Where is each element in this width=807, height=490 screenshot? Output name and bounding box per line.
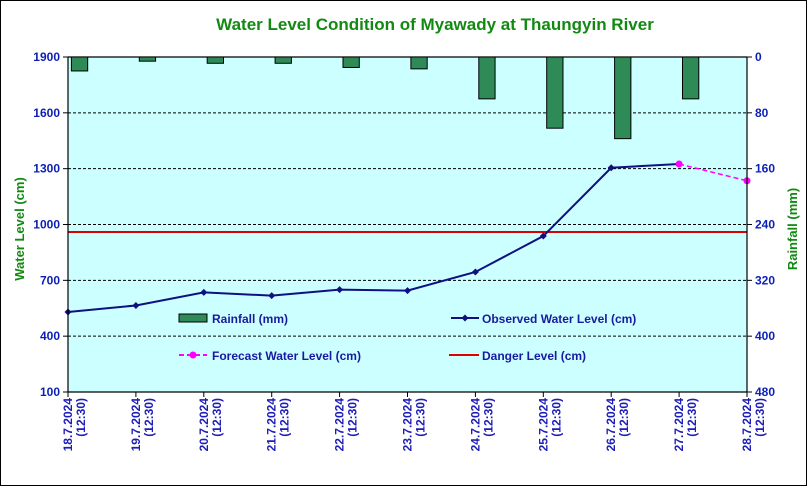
x-axis-date-label: 25.7.2024 — [536, 398, 550, 452]
rainfall-bar — [206, 56, 224, 64]
x-axis-time-label: (12:30) — [74, 398, 88, 437]
x-axis-time-label: (12:30) — [414, 398, 428, 437]
x-axis-time-label: (12:30) — [142, 398, 156, 437]
observed-point — [471, 268, 479, 276]
rainfall-bar — [614, 56, 632, 140]
x-axis-date-label: 24.7.2024 — [468, 398, 482, 452]
right-axis-title: Rainfall (mm) — [785, 188, 800, 270]
forecast-point — [675, 160, 683, 168]
rainfall-bar — [342, 56, 360, 68]
x-axis-time-label: (12:30) — [685, 398, 699, 437]
x-axis-time-label: (12:30) — [617, 398, 631, 437]
left-axis-tick-label: 1600 — [33, 106, 60, 120]
left-axis-tick-label: 100 — [40, 385, 60, 399]
plot-area: 1900 0 1600 80 1300 160 1000 240 700 320 400 400 100… — [33, 50, 775, 451]
x-axis-time-label: (12:30) — [481, 398, 495, 437]
forecast-water-level-line — [678, 163, 748, 182]
x-axis-time-label: (12:30) — [210, 398, 224, 437]
left-axis-tick-label: 1300 — [33, 162, 60, 176]
x-axis-date-label: 22.7.2024 — [333, 398, 347, 452]
x-axis-date-label: 23.7.2024 — [401, 398, 415, 452]
x-axis-time-label: (12:30) — [278, 398, 292, 437]
rainfall-bar — [410, 56, 428, 70]
observed-point — [404, 287, 411, 295]
x-axis-date-label: 19.7.2024 — [129, 398, 143, 452]
observed-point — [336, 286, 344, 294]
right-axis-tick-label: 0 — [755, 50, 762, 64]
left-axis-tick-label: 400 — [40, 329, 60, 343]
x-axis-time-label: (12:30) — [549, 398, 563, 437]
legend-rainfall-label: Rainfall (mm) — [212, 312, 288, 326]
x-axis-date-label: 28.7.2024 — [740, 398, 754, 452]
right-axis-tick-label: 320 — [755, 273, 775, 287]
right-axis-tick-label: 80 — [755, 106, 769, 120]
legend-forecast-label: Forecast Water Level (cm) — [212, 349, 361, 363]
chart-title: Water Level Condition of Myawady at Thau… — [216, 15, 654, 34]
rainfall-bar — [681, 56, 700, 100]
rainfall-bar — [70, 56, 89, 72]
right-axis-tick-label: 240 — [755, 218, 775, 232]
rainfall-bar — [274, 56, 292, 64]
legend-observed-marker — [461, 314, 469, 322]
legend-forecast-marker — [189, 351, 197, 359]
observed-point — [607, 164, 615, 172]
left-axis-tick-label: 1900 — [33, 50, 60, 64]
left-axis-title: Water Level (cm) — [12, 177, 27, 281]
legend-danger-label: Danger Level (cm) — [482, 349, 586, 363]
right-axis-tick-label: 160 — [755, 162, 775, 176]
left-axis-tick-label: 1000 — [33, 218, 60, 232]
rainfall-bar — [478, 56, 496, 100]
left-axis-tick-label: 700 — [40, 273, 60, 287]
x-axis-date-label: 18.7.2024 — [61, 398, 75, 452]
right-axis-tick-label: 400 — [755, 329, 775, 343]
legend: Rainfall (mm) Observed Water Level (cm) … — [178, 312, 636, 363]
observed-point — [539, 232, 547, 240]
rainfall-bar — [138, 56, 157, 62]
observed-point — [200, 288, 208, 296]
x-axis-date-label: 26.7.2024 — [604, 398, 618, 452]
legend-observed-label: Observed Water Level (cm) — [482, 312, 636, 326]
x-axis-time-label: (12:30) — [753, 398, 767, 437]
legend-rainfall-swatch — [178, 313, 208, 323]
x-axis-time-label: (12:30) — [346, 398, 360, 437]
observed-water-level-line — [67, 163, 680, 313]
observed-point — [132, 301, 140, 309]
x-axis-date-label: 20.7.2024 — [197, 398, 211, 452]
x-axis-date-label: 27.7.2024 — [672, 398, 686, 452]
observed-point — [268, 292, 276, 300]
right-axis-tick-label: 480 — [755, 385, 775, 399]
rainfall-bar — [546, 56, 564, 129]
x-axis-date-label: 21.7.2024 — [265, 398, 279, 452]
